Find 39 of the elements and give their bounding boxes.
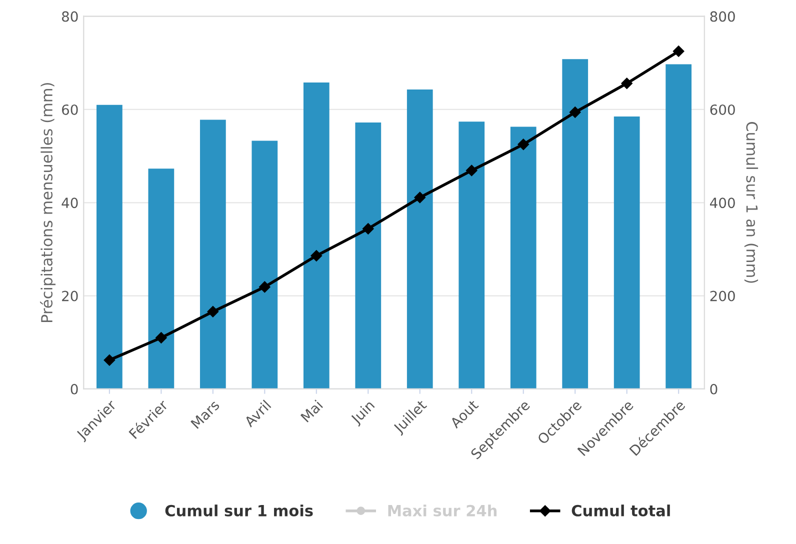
bar <box>252 140 278 389</box>
point <box>310 250 322 262</box>
y-tick-label: 20 <box>62 290 78 302</box>
bar <box>96 104 122 389</box>
point <box>672 46 684 57</box>
bar <box>666 64 692 389</box>
y-tick-label: 80 <box>62 11 78 22</box>
point <box>621 78 632 89</box>
point <box>207 306 219 318</box>
point <box>414 192 426 204</box>
point <box>518 138 529 150</box>
bar <box>303 82 330 389</box>
bar <box>355 122 382 389</box>
point <box>466 164 478 176</box>
point <box>259 281 270 293</box>
y2-axis-title: Cumul sur 1 an (mm) <box>744 122 758 283</box>
legend-label: Cumul sur 1 mois <box>165 504 313 516</box>
x-tick-label: Mai <box>300 400 324 423</box>
y2-tick-label: 200 <box>710 290 735 302</box>
y2-tick-label: 400 <box>710 198 735 208</box>
bar <box>148 168 174 389</box>
y-axis-title: Précipitations mensuelles (mm) <box>40 83 56 322</box>
y-tick-label: 40 <box>62 198 78 208</box>
point <box>570 106 581 118</box>
bar <box>562 59 588 389</box>
y-tick-label: 0 <box>70 384 78 394</box>
point <box>156 332 167 344</box>
y-tick-label: 60 <box>62 104 78 115</box>
point <box>104 354 116 366</box>
y2-tick-label: 800 <box>710 11 735 22</box>
bar <box>510 126 536 389</box>
legend-label: Cumul total <box>572 504 670 516</box>
y2-tick-label: 600 <box>710 104 735 115</box>
point <box>362 223 374 234</box>
y2-tick-label: 0 <box>710 384 718 394</box>
bar <box>406 89 433 389</box>
bar <box>614 116 640 389</box>
bar <box>458 122 485 389</box>
bar <box>200 120 226 389</box>
